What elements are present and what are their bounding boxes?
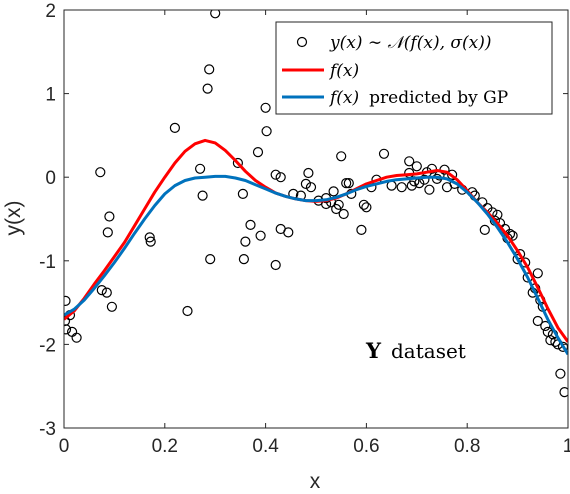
- y-tick-label: -1: [39, 252, 56, 273]
- y-tick-label: 2: [45, 1, 56, 22]
- y-tick-label: -3: [39, 419, 56, 440]
- data-point: [106, 301, 118, 312]
- data-layer: [64, 10, 568, 398]
- data-point: [95, 167, 106, 178]
- data-point: [96, 285, 107, 296]
- data-point: [102, 227, 113, 238]
- data-point: [204, 64, 215, 75]
- data-point: [341, 178, 352, 189]
- y-tick-label: 1: [45, 85, 56, 106]
- x-tick-label: 0: [59, 436, 70, 457]
- data-point: [532, 268, 543, 279]
- legend-marker-data: [296, 36, 308, 48]
- x-tick-label: 0.6: [353, 436, 379, 457]
- legend: y(x) ∼ 𝒩(f(x), σ(x)) f(x) f(x) predicted…: [275, 21, 553, 115]
- data-point: [305, 182, 317, 193]
- data-point: [145, 236, 156, 247]
- data-point: [71, 332, 82, 343]
- annotation-dataset: dataset: [391, 339, 466, 363]
- data-point: [555, 368, 566, 379]
- data-point: [338, 208, 349, 220]
- y-tick-label: -2: [39, 335, 56, 356]
- data-point: [144, 232, 155, 243]
- data-point: [255, 230, 266, 241]
- plot-frame: [63, 9, 569, 429]
- series-gp-line: [64, 174, 568, 356]
- annotation-text: Y dataset: [365, 338, 466, 363]
- data-point: [64, 295, 71, 306]
- data-point: [356, 224, 367, 235]
- data-point: [300, 178, 311, 189]
- legend-label-gp: f(x) predicted by GP: [328, 88, 508, 108]
- data-point: [361, 202, 372, 213]
- data-point: [252, 147, 264, 158]
- data-point: [169, 122, 180, 134]
- data-point: [195, 163, 206, 174]
- y-axis-label: y(x): [2, 201, 25, 236]
- data-point: [333, 199, 344, 210]
- data-point: [245, 219, 256, 230]
- data-point: [559, 387, 568, 398]
- data-point: [336, 151, 347, 162]
- data-point: [404, 156, 415, 167]
- data-point: [104, 211, 115, 222]
- data-point: [426, 163, 437, 174]
- x-tick-label: 0.8: [454, 436, 480, 457]
- data-point: [424, 184, 435, 195]
- data-point: [343, 178, 354, 189]
- data-point: [261, 126, 272, 137]
- data-point: [64, 324, 72, 335]
- data-point: [270, 169, 281, 180]
- data-point: [197, 190, 208, 201]
- legend-label-data: y(x) ∼ 𝒩(f(x), σ(x)): [329, 33, 491, 53]
- legend-box: [275, 21, 553, 115]
- annotation-bold: Y: [365, 338, 382, 363]
- x-tick-label: 0.4: [252, 436, 279, 457]
- data-point: [232, 157, 243, 169]
- data-point: [275, 172, 286, 183]
- data-point: [378, 148, 390, 159]
- data-point: [303, 167, 314, 179]
- data-point: [419, 174, 430, 185]
- legend-label-f: f(x): [328, 61, 359, 81]
- data-point: [101, 287, 112, 298]
- data-point: [447, 169, 458, 180]
- data-point: [237, 188, 248, 199]
- data-point: [182, 305, 193, 317]
- data-point: [260, 102, 271, 113]
- data-point: [238, 254, 249, 265]
- x-tick-label: 1: [563, 436, 570, 457]
- x-tick-label: 0.2: [152, 436, 178, 457]
- data-point: [205, 254, 216, 265]
- data-point: [240, 236, 251, 247]
- annotation: Y dataset: [365, 338, 466, 363]
- x-axis-label: x: [310, 470, 321, 493]
- data-point: [210, 10, 221, 19]
- data-point: [545, 335, 556, 346]
- data-point: [532, 315, 543, 327]
- ticks-layer: 0 0.2 0.4 0.6 0.8 1 -3 -2 -1 0 1 2: [39, 1, 570, 457]
- data-point: [328, 186, 339, 197]
- legend-label-gp-text: predicted by GP: [369, 88, 508, 108]
- data-point: [411, 161, 422, 172]
- data-point: [396, 182, 407, 193]
- legend-label-gp-math: f(x): [328, 88, 359, 108]
- data-point: [479, 224, 490, 235]
- data-point: [283, 227, 294, 238]
- y-tick-label: 0: [45, 168, 56, 189]
- data-point: [202, 83, 213, 94]
- data-point: [358, 199, 369, 210]
- data-point: [270, 259, 281, 271]
